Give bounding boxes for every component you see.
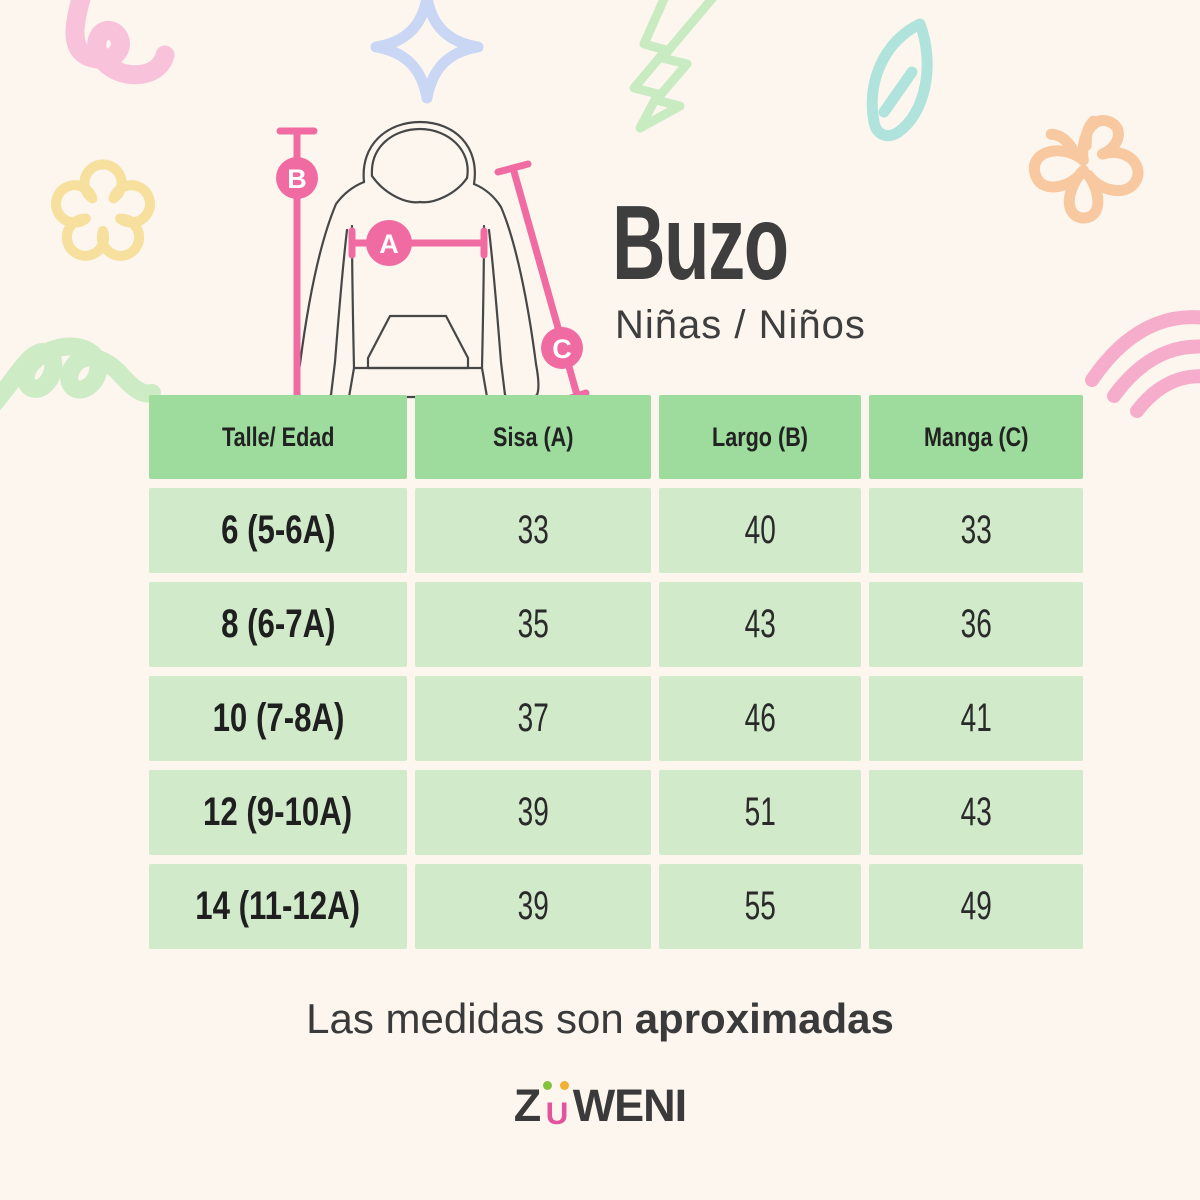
largo-value: 40 bbox=[744, 508, 776, 552]
sisa-cell: 39 bbox=[415, 770, 651, 855]
size-cell: 14 (11-12A) bbox=[149, 864, 407, 949]
note-emphasis: aproximadas bbox=[634, 995, 894, 1042]
largo-cell: 43 bbox=[659, 582, 861, 667]
measure-lines bbox=[276, 127, 590, 403]
logo-letter-u: U bbox=[545, 1095, 569, 1132]
logo-letters-weni: WENI bbox=[572, 1080, 687, 1131]
size-label: 12 (9-10A) bbox=[203, 790, 353, 834]
measure-label-c: C bbox=[552, 334, 572, 364]
largo-cell: 55 bbox=[659, 864, 861, 949]
column-header-largo: Largo (B) bbox=[659, 395, 861, 479]
sisa-value: 37 bbox=[517, 696, 549, 740]
manga-cell: 49 bbox=[869, 864, 1083, 949]
measure-label-a: A bbox=[379, 229, 399, 259]
sisa-cell: 39 bbox=[415, 864, 651, 949]
manga-value: 43 bbox=[960, 790, 992, 834]
size-cell: 8 (6-7A) bbox=[149, 582, 407, 667]
largo-cell: 51 bbox=[659, 770, 861, 855]
hoodie-illustration bbox=[296, 120, 540, 401]
measure-badge-c bbox=[541, 327, 583, 369]
manga-cell: 33 bbox=[869, 488, 1083, 573]
column-header-talle-edad: Talle/ Edad bbox=[149, 395, 407, 479]
butterfly-icon bbox=[1028, 115, 1144, 224]
page-subtitle: Niñas / Niños bbox=[615, 303, 866, 347]
leaf-icon bbox=[866, 18, 933, 141]
note-prefix: Las medidas son bbox=[306, 995, 624, 1042]
pink-squiggle-doodle bbox=[65, 0, 175, 85]
sparkle-icon bbox=[370, 0, 484, 104]
size-label: 8 (6-7A) bbox=[220, 602, 336, 646]
sisa-value: 39 bbox=[517, 790, 549, 834]
sisa-cell: 33 bbox=[415, 488, 651, 573]
column-header-label: Sisa (A) bbox=[492, 421, 574, 452]
brand-logo: Z U WENI bbox=[0, 1080, 1200, 1132]
largo-cell: 46 bbox=[659, 676, 861, 761]
sisa-value: 35 bbox=[517, 602, 549, 646]
measure-badge-b bbox=[276, 157, 318, 199]
page-title: Buzo bbox=[612, 184, 789, 302]
sisa-value: 33 bbox=[517, 508, 549, 552]
measure-badge-a bbox=[366, 220, 412, 266]
size-label: 10 (7-8A) bbox=[212, 696, 344, 740]
largo-value: 46 bbox=[744, 696, 776, 740]
measure-bar-c-top bbox=[494, 160, 532, 176]
column-header-manga: Manga (C) bbox=[869, 395, 1083, 479]
column-header-sisa: Sisa (A) bbox=[415, 395, 651, 479]
measurements-note: Las medidas son aproximadas bbox=[0, 995, 1200, 1043]
manga-cell: 43 bbox=[869, 770, 1083, 855]
sisa-value: 39 bbox=[517, 884, 549, 928]
size-label: 14 (11-12A) bbox=[195, 884, 361, 928]
size-label: 6 (5-6A) bbox=[220, 508, 336, 552]
logo-letter-z: Z bbox=[513, 1080, 541, 1131]
manga-cell: 36 bbox=[869, 582, 1083, 667]
measure-badges: B A C bbox=[276, 157, 583, 369]
size-table: Talle/ Edad Sisa (A) Largo (B) Manga (C)… bbox=[149, 395, 1083, 949]
sisa-cell: 35 bbox=[415, 582, 651, 667]
manga-value: 33 bbox=[960, 508, 992, 552]
flower-icon bbox=[51, 159, 155, 261]
lightning-icon bbox=[629, 0, 717, 133]
manga-cell: 41 bbox=[869, 676, 1083, 761]
largo-value: 51 bbox=[744, 790, 776, 834]
rainbow-arcs-icon bbox=[1085, 310, 1200, 418]
largo-value: 55 bbox=[744, 884, 776, 928]
manga-value: 36 bbox=[960, 602, 992, 646]
column-header-label: Talle/ Edad bbox=[221, 421, 335, 452]
size-cell: 12 (9-10A) bbox=[149, 770, 407, 855]
logo-green-dot-icon bbox=[543, 1081, 553, 1090]
sisa-cell: 37 bbox=[415, 676, 651, 761]
logo-umlaut-u: U bbox=[540, 1080, 572, 1132]
measure-label-b: B bbox=[287, 164, 307, 194]
column-header-label: Largo (B) bbox=[711, 421, 808, 452]
green-loops-doodle bbox=[0, 337, 161, 411]
size-cell: 6 (5-6A) bbox=[149, 488, 407, 573]
largo-cell: 40 bbox=[659, 488, 861, 573]
column-header-label: Manga (C) bbox=[923, 421, 1029, 452]
largo-value: 43 bbox=[744, 602, 776, 646]
manga-value: 41 bbox=[960, 696, 992, 740]
size-cell: 10 (7-8A) bbox=[149, 676, 407, 761]
manga-value: 49 bbox=[960, 884, 992, 928]
hoodie-measurement-diagram: B A C bbox=[276, 120, 590, 403]
logo-orange-dot-icon bbox=[559, 1081, 569, 1090]
